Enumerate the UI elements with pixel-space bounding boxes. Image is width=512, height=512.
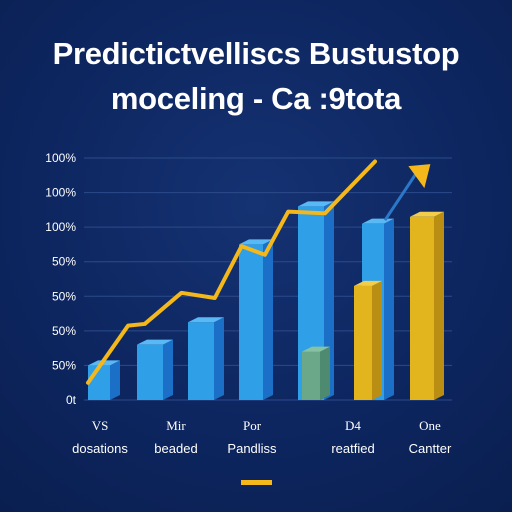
bar-side xyxy=(163,339,173,400)
bar-front xyxy=(88,365,110,400)
bar-front xyxy=(410,216,434,400)
bar-6 xyxy=(302,346,330,400)
bar-side xyxy=(214,317,224,400)
x-category-label-bottom: dosations xyxy=(72,441,128,456)
y-tick-label: 100% xyxy=(45,151,76,165)
bar-2 xyxy=(137,339,173,400)
x-category-label-bottom: Pandliss xyxy=(227,441,277,456)
bar-top xyxy=(188,317,224,323)
bar-1 xyxy=(88,360,120,400)
x-category-label-bottom: Cantter xyxy=(409,441,452,456)
bar-top xyxy=(137,339,173,345)
arrow-head-icon xyxy=(408,164,431,189)
bar-side xyxy=(372,280,382,400)
y-tick-label: 50% xyxy=(52,289,76,303)
bar-8 xyxy=(354,280,382,400)
x-category-label-bottom: reatfied xyxy=(331,441,374,456)
bar-side xyxy=(434,211,444,400)
bar-top xyxy=(298,201,334,207)
bar-top xyxy=(239,239,273,245)
bars xyxy=(88,201,444,400)
chart-title-line-2: moceling - Ca :9tota xyxy=(110,81,402,116)
bar-front xyxy=(188,322,214,400)
y-tick-label: 50% xyxy=(52,255,76,269)
x-category-label-top: One xyxy=(419,418,441,433)
bar-front xyxy=(239,244,263,400)
x-category-label-top: D4 xyxy=(345,418,361,433)
y-tick-label: 0t xyxy=(66,393,77,407)
bar-top xyxy=(410,211,444,217)
y-tick-label: 100% xyxy=(45,186,76,200)
bar-3 xyxy=(188,317,224,400)
bar-front xyxy=(354,285,372,400)
arrow-shaft xyxy=(383,169,420,222)
y-tick-label: 50% xyxy=(52,324,76,338)
bar-side xyxy=(384,218,394,400)
bottom-accent-mark xyxy=(241,480,272,485)
bar-9 xyxy=(410,211,444,400)
y-tick-label: 100% xyxy=(45,220,76,234)
bar-side xyxy=(320,346,330,400)
bar-side xyxy=(263,239,273,400)
chart-title-line-1: Predictictvelliscs Bustustop xyxy=(52,36,460,71)
bar-front xyxy=(302,351,320,400)
bar-front xyxy=(137,344,163,400)
trend-line xyxy=(86,159,377,385)
bar-side xyxy=(110,360,120,400)
bar-top xyxy=(354,280,382,286)
x-category-label-top: Por xyxy=(243,418,262,433)
bar-top xyxy=(302,346,330,352)
bar-4 xyxy=(239,239,273,400)
x-category-label-top: VS xyxy=(92,418,109,433)
x-category-label-bottom: beaded xyxy=(154,441,197,456)
y-tick-label: 50% xyxy=(52,358,76,372)
x-category-label-top: Mir xyxy=(166,418,186,433)
